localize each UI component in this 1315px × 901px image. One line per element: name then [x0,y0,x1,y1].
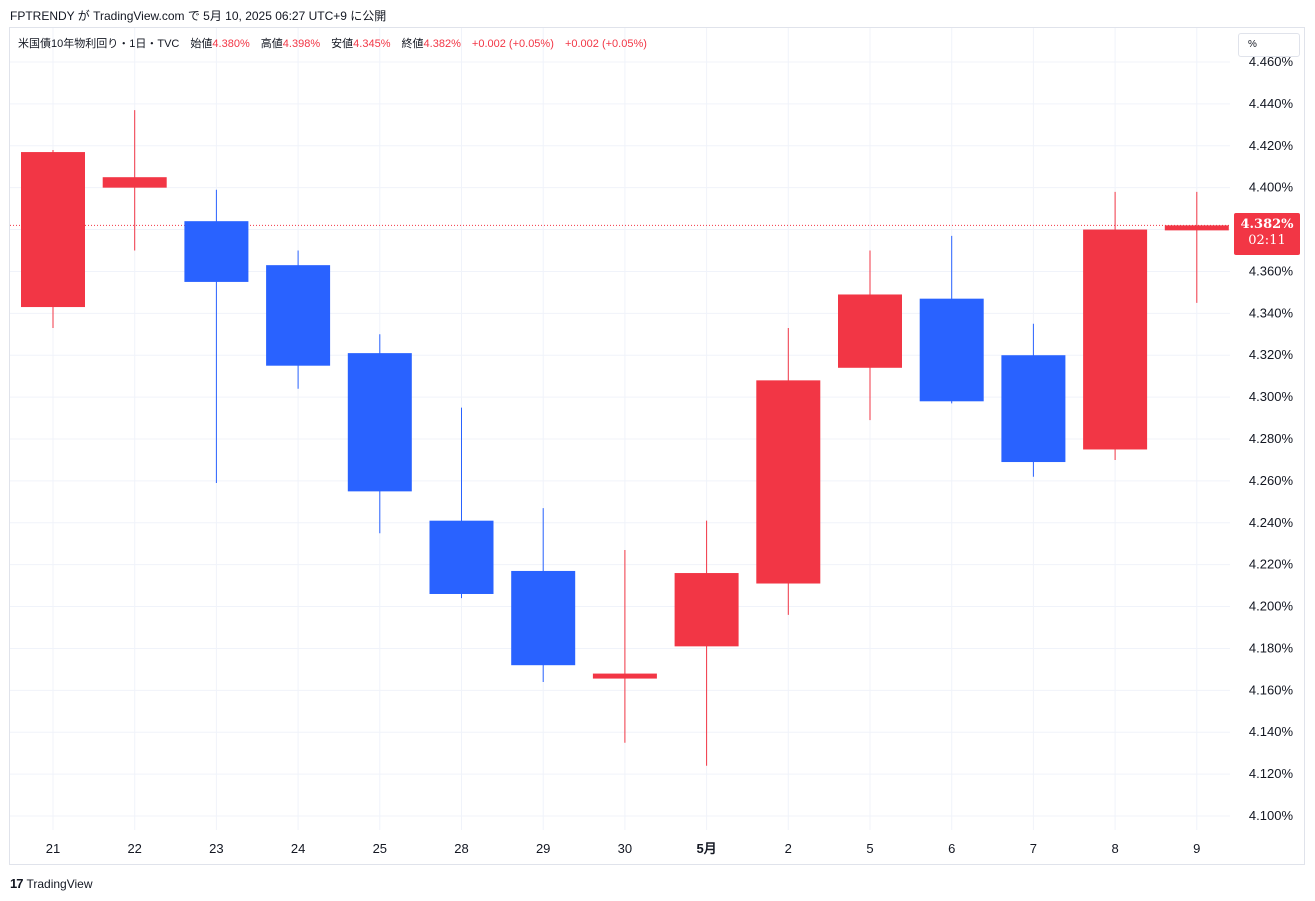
y-tick-label: 4.200% [1249,599,1294,614]
candle[interactable] [1164,191,1229,303]
y-tick-label: 4.440% [1249,96,1294,111]
candle[interactable] [1001,323,1066,477]
candle-body [347,353,412,492]
candle[interactable] [21,149,85,328]
candle[interactable] [756,327,821,615]
x-tick-label: 25 [373,841,387,856]
high-label: 高値 [260,38,283,50]
candle[interactable] [838,250,902,421]
y-tick-label: 4.320% [1249,347,1294,362]
x-tick-label: 24 [291,841,305,856]
y-tick-label: 4.160% [1249,682,1294,697]
symbol-label[interactable]: 米国債10年物利回り・1日・TVC [18,38,180,50]
candle[interactable] [429,407,494,599]
time-axis: 21 22 23 24 25 28 29 30 5月 2 5 6 7 8 9 [46,841,1201,856]
y-tick-label: 4.400% [1249,180,1294,195]
unit-toggle-button[interactable]: % [1238,33,1300,57]
tradingview-logo[interactable]: 17 TradingView [10,876,93,891]
x-tick-label: 23 [209,841,223,856]
close-value: 4.382% [423,38,461,50]
y-tick-label: 4.280% [1249,431,1294,446]
candle-body [102,177,167,188]
x-tick-label: 8 [1111,841,1118,856]
low-label: 安値 [331,38,354,50]
candle-body [1164,225,1229,231]
x-tick-label: 21 [46,841,60,856]
last-price-label: 4.382% 02:11 [1234,213,1300,255]
candle-body [266,265,331,366]
candle[interactable] [347,334,412,534]
candle-body [592,673,657,679]
x-tick-label: 30 [618,841,632,856]
candle-body [184,221,249,282]
y-tick-label: 4.260% [1249,473,1294,488]
candle-body [1001,355,1066,463]
candle[interactable] [674,520,739,766]
bar-countdown: 02:11 [1248,233,1286,248]
y-tick-label: 4.340% [1249,305,1294,320]
open-label: 始値 [190,38,213,50]
candle[interactable] [919,235,984,404]
y-tick-label: 4.460% [1249,54,1294,69]
publish-info: FPTRENDY が TradingView.com で 5月 10, 2025… [10,9,387,23]
last-price-value: 4.382% [1240,217,1294,232]
candle-body [838,294,902,368]
candles [21,110,1229,766]
candle[interactable] [184,189,249,483]
change-value-secondary: +0.002 (+0.05%) [564,38,647,50]
candle-body [21,152,85,308]
candle-body [919,298,984,402]
candle-body [511,570,576,666]
candle[interactable] [511,508,576,682]
y-tick-label: 4.360% [1249,263,1294,278]
candle-body [429,520,494,594]
low-value: 4.345% [353,38,391,50]
candle-body [1083,229,1148,450]
candle[interactable] [1083,191,1148,460]
x-tick-label: 9 [1193,841,1200,856]
y-tick-label: 4.100% [1249,808,1294,823]
y-tick-label: 4.420% [1249,138,1294,153]
x-tick-label: 22 [127,841,141,856]
x-tick-label: 2 [785,841,792,856]
tradingview-logo-icon: 17 [10,876,24,891]
close-label: 終値 [401,38,424,50]
change-value: +0.002 (+0.05%) [471,38,554,50]
open-value: 4.380% [212,38,250,50]
candle[interactable] [102,110,167,251]
chart-frame [9,27,1305,865]
x-tick-label: 5 [866,841,873,856]
x-tick-label: 6 [948,841,955,856]
y-tick-label: 4.220% [1249,557,1294,572]
y-tick-label: 4.180% [1249,640,1294,655]
price-axis: 4.100% 4.120% 4.140% 4.160% 4.180% 4.200% 4.22… [1249,54,1294,823]
candle-body [674,573,739,647]
x-tick-label: 7 [1030,841,1037,856]
high-value: 4.398% [282,38,321,50]
ohlc-legend: 米国債10年物利回り・1日・TVC 始値4.380% 高値4.398% 安値4.… [18,35,647,51]
y-tick-label: 4.140% [1249,724,1294,739]
tradingview-logo-text: TradingView [26,877,93,891]
candle[interactable] [266,250,331,389]
candle[interactable] [592,550,657,743]
x-tick-label: 28 [454,841,468,856]
candle-body [756,380,821,584]
y-tick-label: 4.300% [1249,389,1294,404]
x-tick-label: 29 [536,841,550,856]
x-tick-label: 5月 [696,841,716,856]
y-tick-label: 4.120% [1249,766,1294,781]
y-tick-label: 4.240% [1249,515,1294,530]
